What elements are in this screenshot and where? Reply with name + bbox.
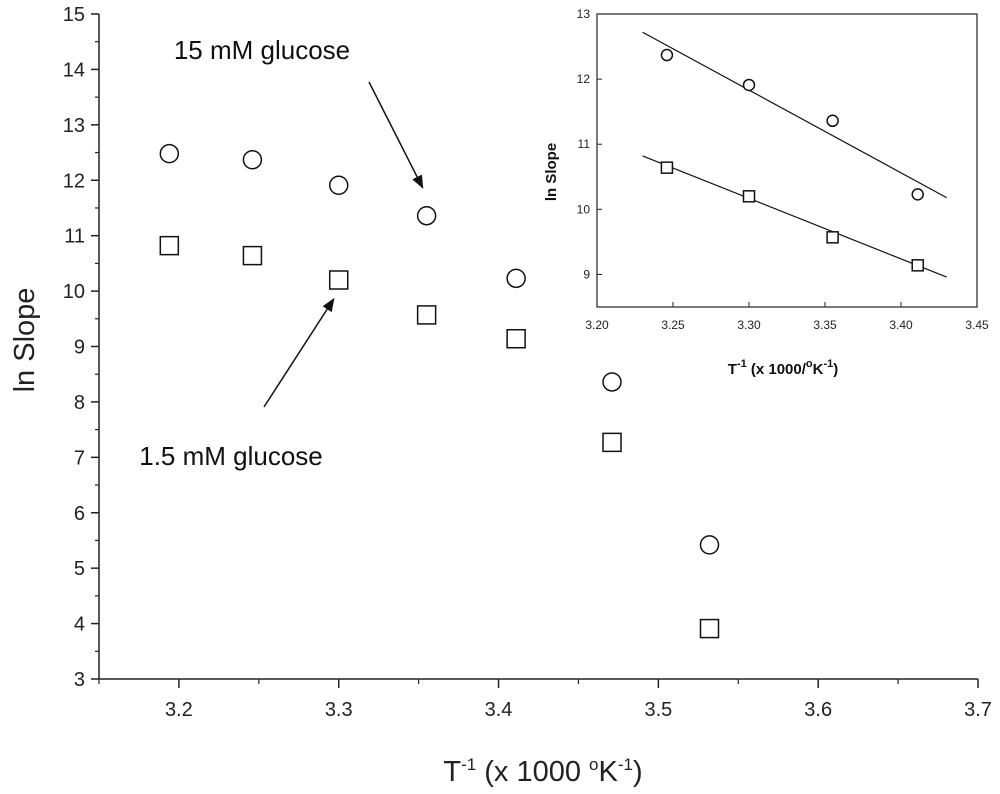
main-point-15mm	[328, 175, 349, 195]
main-point-1-5mm	[506, 328, 526, 349]
main-data-points	[159, 143, 720, 639]
inset-y-axis-ticks: 9 10 11 12 13	[577, 7, 602, 281]
main-x-tick-label: 3.2	[165, 699, 193, 721]
main-x-title-unit: K	[599, 756, 619, 788]
main-y-tick-label: 10	[63, 281, 85, 303]
inset-x-axis-ticks: 3.20 3.25 3.30 3.35 3.40 3.45	[585, 302, 989, 332]
main-point-15mm	[699, 535, 720, 555]
main-y-tick-label: 14	[63, 59, 85, 81]
main-point-1-5mm	[242, 245, 263, 266]
main-point-15mm	[159, 143, 180, 164]
inset-fit-line-1-5mm	[642, 155, 947, 278]
inset-x-title-unit-sup2: -1	[823, 358, 833, 370]
main-point-1-5mm	[328, 270, 349, 290]
main-y-tick-label: 3	[74, 669, 85, 691]
main-y-tick-label: 15	[63, 4, 85, 26]
main-plot: 3 4 5 6 7 8 9 10 11 12 13 14 15 3.2 3.3 3.4 3.5 3.6 3.7 l…	[9, 4, 992, 788]
main-y-tick-label: 11	[64, 226, 85, 248]
inset-point-1-5mm	[911, 259, 924, 272]
inset-point-15mm	[826, 114, 839, 128]
main-point-15mm	[602, 372, 622, 392]
main-point-15mm	[416, 205, 437, 226]
inset-x-tick-label: 3.20	[585, 318, 609, 332]
main-y-tick-label: 8	[74, 392, 85, 414]
main-x-title-unit-sup: o	[589, 755, 598, 774]
main-point-1-5mm	[159, 235, 180, 256]
inset-x-title-unit-sup: o	[806, 358, 813, 370]
inset-fit-lines	[642, 31, 947, 278]
inset-x-tick-label: 3.25	[661, 318, 685, 332]
inset-x-axis-title: T-1 (x 1000/oK-1)	[728, 358, 839, 378]
main-y-axis-title: ln Slope	[9, 288, 41, 393]
inset-fit-line-15mm	[642, 31, 947, 199]
main-point-1-5mm	[416, 305, 437, 325]
inset-x-tick-label: 3.35	[813, 318, 837, 332]
inset-frame	[596, 13, 978, 308]
inset-point-1-5mm	[660, 161, 674, 174]
inset-x-title-unit: K	[813, 361, 824, 378]
inset-y-tick-label: 11	[578, 137, 591, 151]
main-y-tick-label: 13	[63, 115, 85, 137]
main-x-title-mid: (x 1000	[476, 756, 589, 788]
inset-y-tick-label: 13	[577, 7, 591, 21]
main-point-1-5mm	[699, 618, 720, 639]
inset-point-1-5mm	[742, 190, 756, 203]
inset-x-title-sup: -1	[737, 358, 747, 370]
inset-y-tick-label: 9	[583, 267, 590, 281]
inset-x-title-end: )	[833, 361, 838, 378]
main-x-tick-label: 3.4	[485, 699, 513, 721]
annotation-15mm-arrow	[368, 81, 424, 189]
main-y-tick-label: 12	[63, 170, 85, 192]
inset-y-axis-title: ln Slope	[543, 143, 560, 201]
inset-point-15mm	[660, 48, 674, 62]
main-x-title-unit-sup2: -1	[618, 755, 633, 774]
main-x-axis-ticks: 3.2 3.3 3.4 3.5 3.6 3.7	[98, 679, 992, 721]
inset-y-tick-label: 10	[577, 202, 591, 216]
inset-data-points	[660, 48, 924, 272]
inset-y-tick-label: 12	[577, 72, 591, 86]
inset-x-tick-label: 3.40	[889, 318, 913, 332]
inset-point-15mm	[742, 78, 756, 92]
main-y-tick-label: 6	[74, 503, 85, 525]
main-x-title-base: T	[443, 756, 461, 788]
main-x-title-end: )	[633, 756, 643, 788]
main-y-tick-label: 9	[74, 337, 85, 359]
annotation-1-5mm-arrow	[263, 297, 335, 408]
main-x-tick-label: 3.3	[325, 699, 353, 721]
main-x-tick-label: 3.5	[644, 699, 672, 721]
main-point-15mm	[506, 268, 526, 289]
main-y-axis-ticks: 3 4 5 6 7 8 9 10 11 12 13 14 15	[63, 4, 99, 691]
main-y-tick-label: 5	[74, 558, 85, 580]
main-point-15mm	[242, 149, 263, 170]
main-y-tick-label: 4	[74, 614, 85, 636]
inset-x-tick-label: 3.45	[965, 318, 989, 332]
inset-x-title-mid: (x 1000/	[747, 361, 807, 378]
main-x-axis-title: T-1 (x 1000 oK-1)	[443, 755, 642, 788]
main-point-1-5mm	[602, 432, 622, 453]
inset-x-tick-label: 3.30	[737, 318, 761, 332]
inset-x-title-base: T	[728, 361, 737, 378]
inset-point-15mm	[911, 188, 924, 201]
inset-point-1-5mm	[826, 231, 839, 244]
main-x-title-sup: -1	[461, 755, 476, 774]
annotation-1-5mm-label: 1.5 mM glucose	[139, 441, 323, 471]
inset-plot: 9 10 11 12 13 3.20 3.25 3.30 3.35 3.40 3.45 ln Sl…	[543, 7, 989, 378]
annotation-15mm-label: 15 mM glucose	[174, 35, 350, 65]
main-y-tick-label: 7	[74, 447, 85, 469]
main-x-tick-label: 3.7	[964, 699, 992, 721]
main-x-tick-label: 3.6	[804, 699, 832, 721]
